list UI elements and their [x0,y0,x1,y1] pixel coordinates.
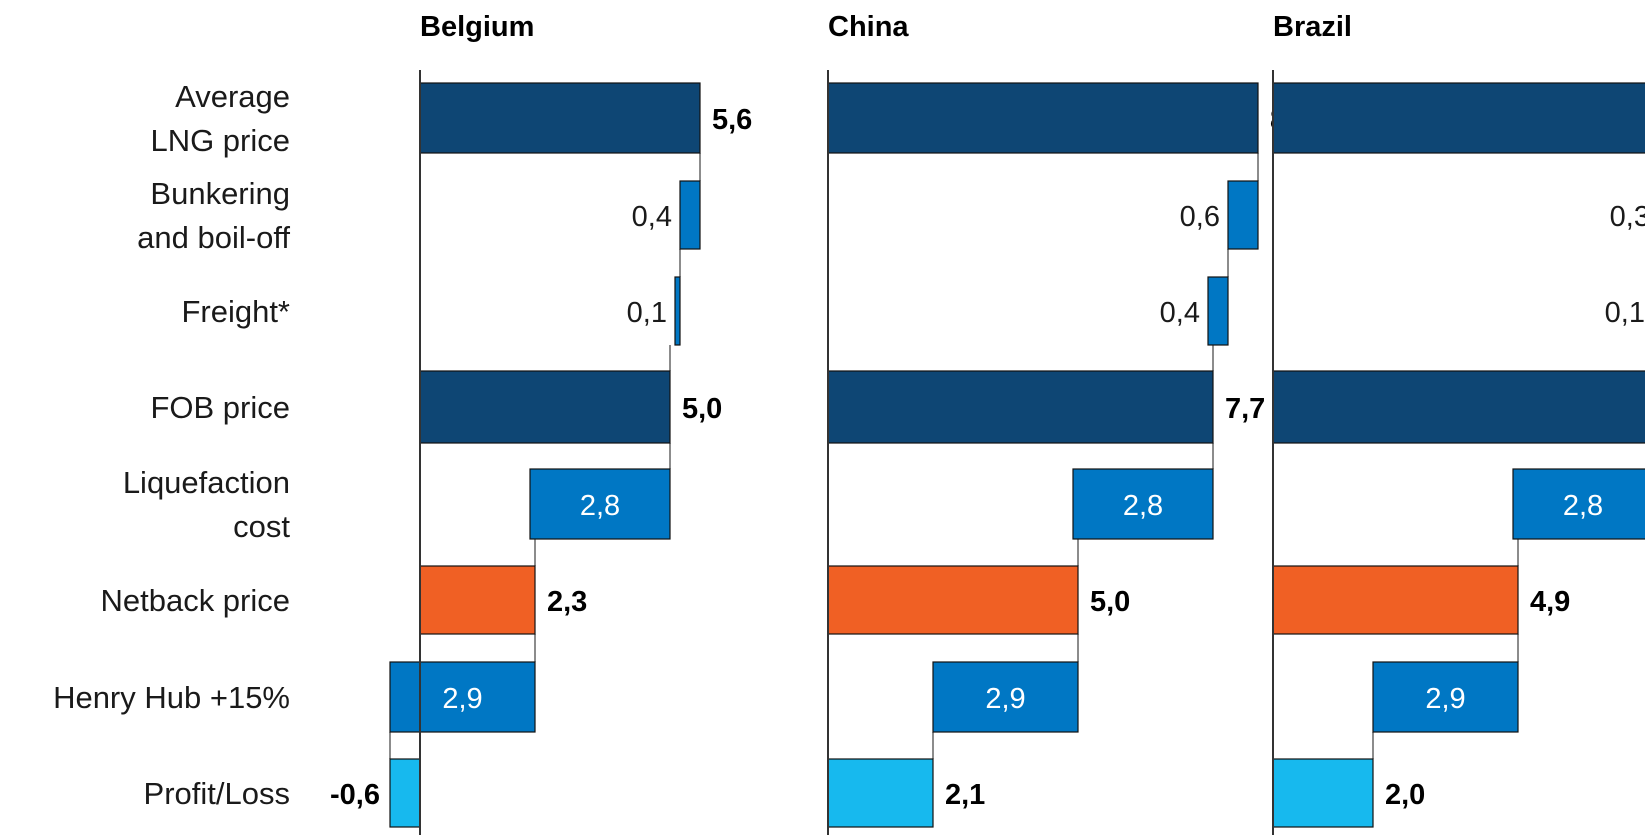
bar-china-0 [827,82,1259,154]
panel-title-belgium: Belgium [420,11,534,43]
value-label-brazil-7: 2,0 [1385,779,1425,811]
value-label-belgium-1: 0,4 [632,201,672,233]
category-label-1: Bunkering and boil-off [137,176,290,255]
bar-china-5 [827,565,1079,635]
category-label-4: Liquefaction cost [123,465,291,544]
value-label-belgium-0: 5,6 [712,104,752,136]
value-label-belgium-7: -0,6 [330,779,380,811]
bar-brazil-0 [1272,82,1645,154]
bar-belgium-6 [389,661,536,733]
value-label-brazil-2: 0,1 [1605,297,1645,329]
category-label-3: FOB price [150,390,290,425]
value-label-belgium-5: 2,3 [547,586,587,618]
category-label-6: Henry Hub +15% [53,680,290,715]
value-label-china-1: 0,6 [1180,201,1220,233]
bar-china-4 [1072,468,1214,540]
bar-belgium-7 [389,758,421,828]
bar-china-3 [827,370,1214,444]
category-label-0: Average LNG price [150,79,290,158]
value-label-china-2: 0,4 [1160,297,1200,329]
panel-title-brazil: Brazil [1273,11,1352,43]
bar-brazil-3 [1272,370,1645,444]
panel-title-china: China [828,11,909,43]
bar-belgium-2 [674,276,681,346]
bar-belgium-4 [529,468,671,540]
bar-belgium-3 [419,370,671,444]
value-label-brazil-4: 2,8 [1563,490,1603,522]
value-label-china-5: 5,0 [1090,586,1130,618]
bar-brazil-7 [1272,758,1374,828]
value-label-brazil-5: 4,9 [1530,586,1570,618]
category-label-5: Netback price [100,583,290,618]
bar-china-1 [1227,180,1259,250]
value-label-belgium-6: 2,9 [442,683,482,715]
value-label-belgium-4: 2,8 [580,490,620,522]
bar-brazil-6 [1372,661,1519,733]
value-label-brazil-6: 2,9 [1425,683,1465,715]
value-label-china-6: 2,9 [985,683,1025,715]
bar-china-2 [1207,276,1229,346]
value-label-china-4: 2,8 [1123,490,1163,522]
bar-brazil-5 [1272,565,1519,635]
bar-china-6 [932,661,1079,733]
category-label-7: Profit/Loss [144,776,290,811]
bar-belgium-0 [419,82,701,154]
value-label-china-7: 2,1 [945,779,985,811]
value-label-china-3: 7,7 [1225,393,1265,425]
bar-belgium-1 [679,180,701,250]
value-label-belgium-3: 5,0 [682,393,722,425]
value-label-brazil-1: 0,3 [1610,201,1645,233]
bar-brazil-4 [1512,468,1645,540]
category-label-2: Freight* [181,294,290,329]
bar-belgium-5 [419,565,536,635]
bar-china-7 [827,758,934,828]
value-label-belgium-2: 0,1 [627,297,667,329]
